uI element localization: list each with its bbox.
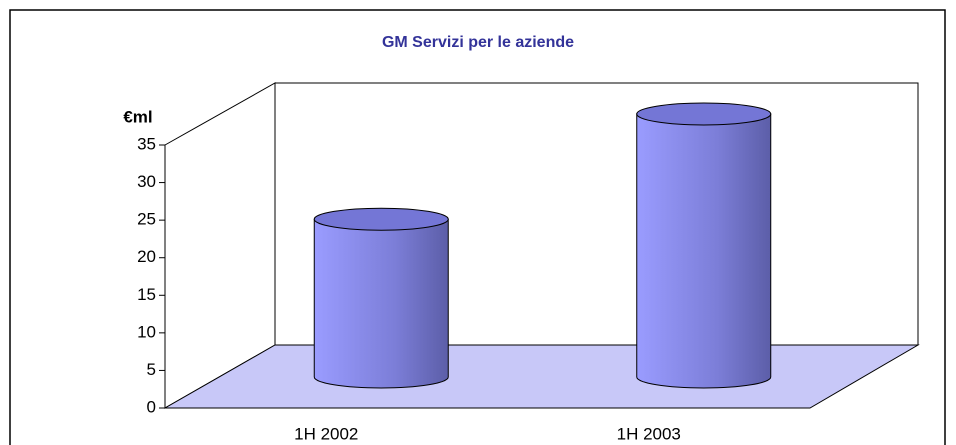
floor (163, 344, 920, 409)
y-tick-label: 20 (137, 247, 156, 266)
bar (636, 102, 772, 389)
x-tick-label: 1H 2003 (617, 424, 681, 443)
chart-title: GM Servizi per le aziende (382, 34, 574, 51)
bar (313, 207, 449, 389)
bar-part (313, 207, 449, 231)
y-tick-label: 5 (147, 360, 156, 379)
bar-part (636, 102, 772, 126)
x-tick-label: 1H 2002 (294, 424, 358, 443)
y-axis-label: €ml (123, 107, 152, 126)
y-tick-label: 30 (137, 172, 156, 191)
y-tick-label: 35 (137, 134, 156, 153)
bar-part (636, 113, 772, 389)
y-tick-label: 0 (147, 397, 156, 416)
y-tick-label: 25 (137, 210, 156, 229)
y-tick-label: 10 (137, 322, 156, 341)
y-tick-label: 15 (137, 285, 156, 304)
bar-part (313, 218, 449, 389)
